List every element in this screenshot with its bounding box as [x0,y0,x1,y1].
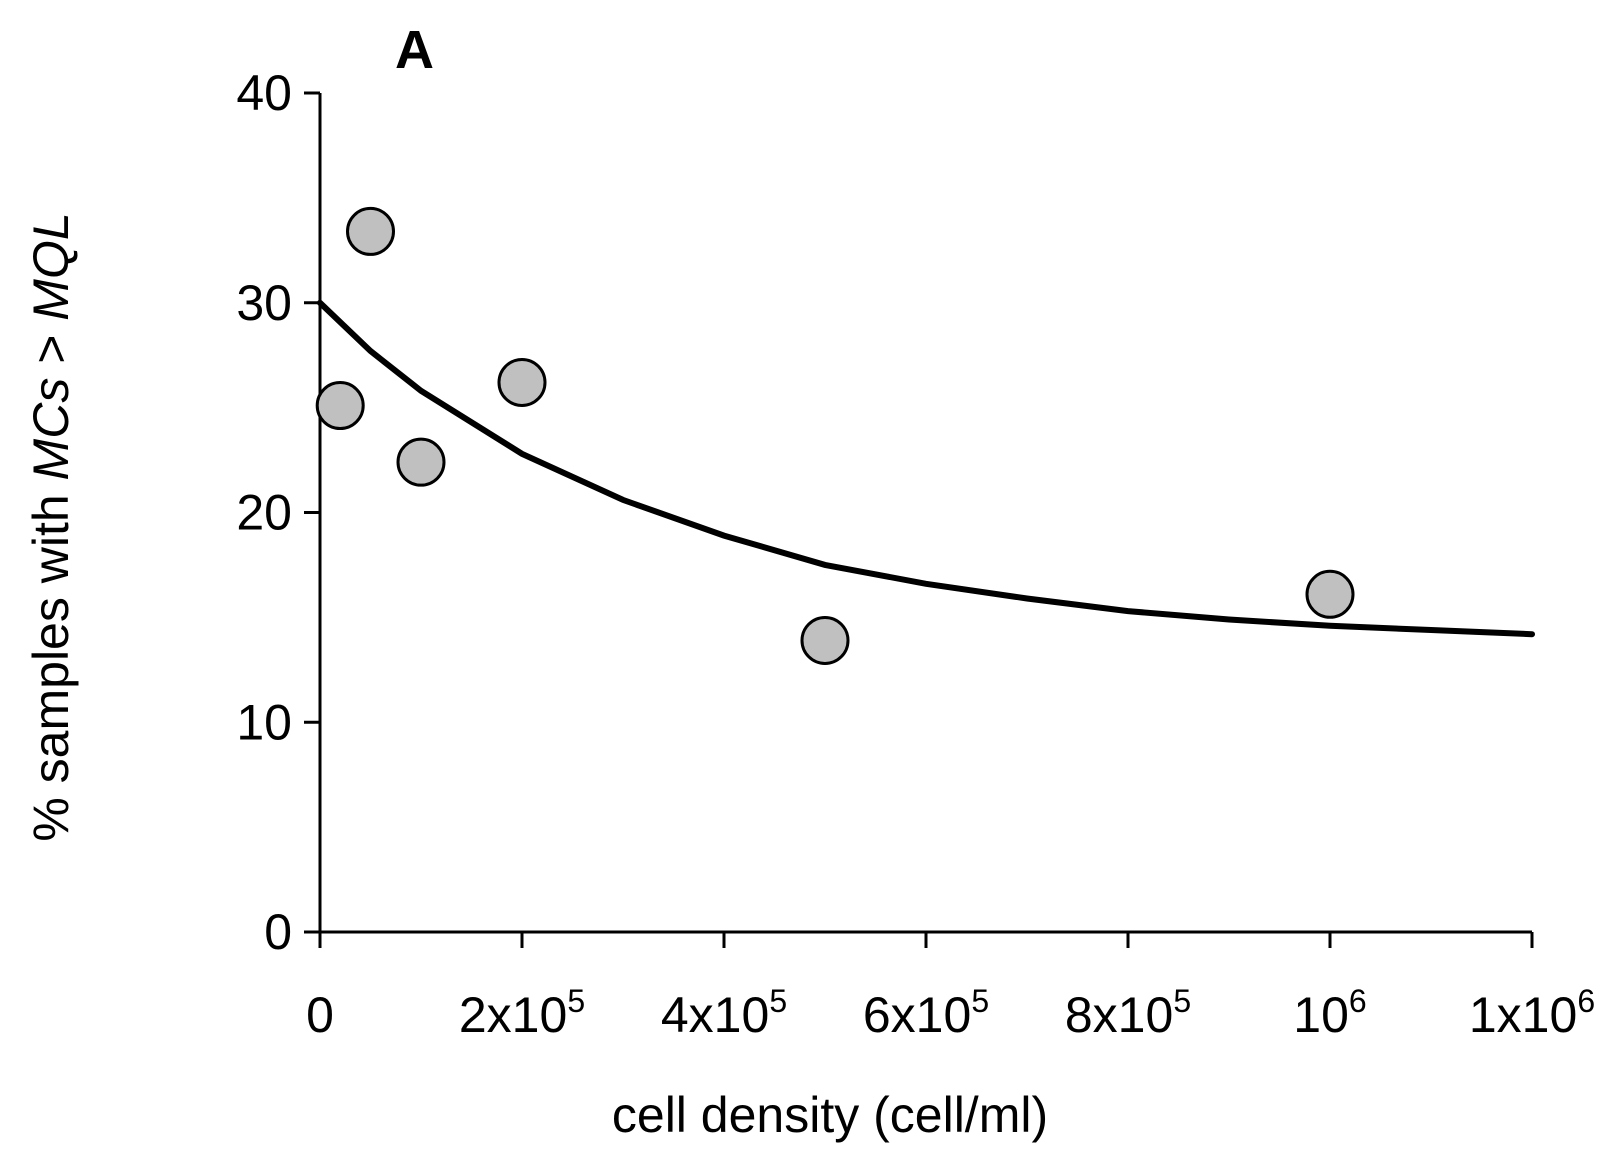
x-ticks: 0 2x105 4x105 6x105 8x105 106 1x106 [306,932,1595,1043]
x-tick-label: 0 [306,987,334,1043]
fit-curve [317,299,1535,638]
x-tick-label: 6x105 [863,983,989,1043]
x-tick-label: 2x105 [459,983,585,1043]
data-points [315,206,1355,665]
x-tick-label: 106 [1293,983,1366,1043]
data-point [396,437,446,487]
y-tick-label: 20 [236,485,292,541]
x-axis-title: cell density (cell/ml) [612,1087,1048,1143]
data-point [315,381,365,431]
x-tick-label: 1x106 [1469,983,1595,1043]
data-point [497,357,547,407]
axes [318,93,1532,934]
y-axis-title: % samples with MCs > MQL [23,212,79,841]
data-point [800,615,850,665]
data-point [346,206,395,256]
data-point [1305,569,1355,619]
y-tick-label: 0 [264,904,292,960]
y-ticks: 0 10 20 30 40 [236,65,320,960]
x-tick-label: 4x105 [661,983,787,1043]
panel-label: A [395,20,434,80]
y-tick-label: 10 [236,694,292,750]
y-tick-label: 40 [236,65,292,121]
y-tick-label: 30 [236,275,292,331]
x-tick-label: 8x105 [1065,983,1191,1043]
